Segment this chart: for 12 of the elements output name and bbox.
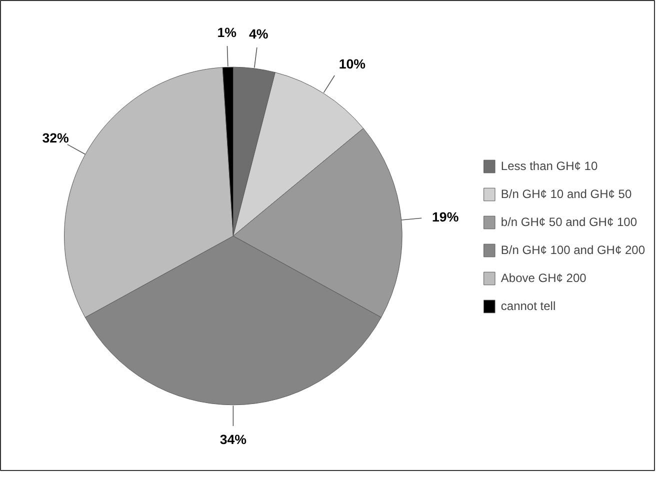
data-label: 19%: [432, 209, 459, 224]
legend-label: b/n GH¢ 50 and GH¢ 100: [500, 214, 637, 228]
data-label: 4%: [248, 26, 268, 42]
data-label: 34%: [220, 432, 247, 448]
legend-label: B/n GH¢ 10 and GH¢ 50: [500, 186, 632, 200]
data-label: 32%: [42, 130, 70, 146]
legend-label: B/n GH¢ 100 and GH¢ 200: [500, 242, 645, 256]
legend-label: Above GH¢ 200: [500, 270, 586, 284]
data-label: 1%: [217, 24, 237, 40]
legend-label: Less than GH¢ 10: [500, 158, 598, 172]
data-label: 10%: [338, 56, 366, 72]
legend-label: cannot tell: [500, 298, 556, 312]
